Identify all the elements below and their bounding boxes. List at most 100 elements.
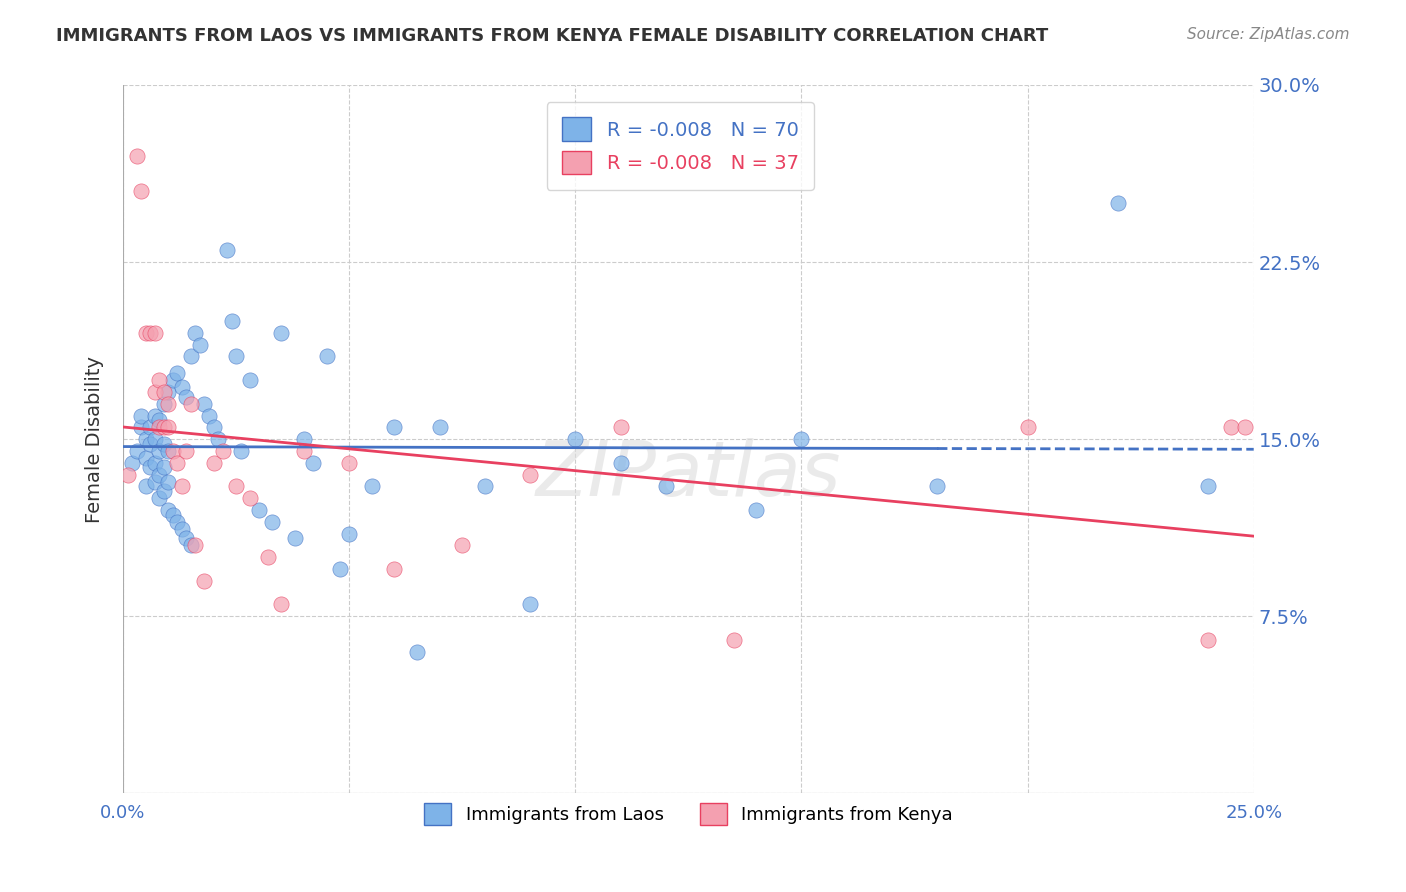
Point xyxy=(180,538,202,552)
Legend: Immigrants from Laos, Immigrants from Kenya: Immigrants from Laos, Immigrants from Ke… xyxy=(415,794,962,834)
Point xyxy=(609,420,631,434)
Point xyxy=(1107,196,1129,211)
Point xyxy=(1198,479,1220,493)
Point xyxy=(221,314,243,328)
Point xyxy=(152,437,174,451)
Point xyxy=(166,515,188,529)
Point xyxy=(262,515,284,529)
Point xyxy=(184,326,207,340)
Point xyxy=(176,390,198,404)
Point xyxy=(166,366,188,380)
Point xyxy=(152,397,174,411)
Point xyxy=(184,538,207,552)
Point xyxy=(927,479,949,493)
Text: 25.0%: 25.0% xyxy=(1225,805,1282,822)
Point xyxy=(270,598,292,612)
Point xyxy=(148,491,170,505)
Point xyxy=(451,538,474,552)
Point xyxy=(239,491,262,505)
Text: ZIPatlas: ZIPatlas xyxy=(536,438,841,512)
Point xyxy=(148,467,170,482)
Point xyxy=(1220,420,1243,434)
Point xyxy=(143,384,166,399)
Y-axis label: Female Disability: Female Disability xyxy=(86,356,104,523)
Point xyxy=(270,326,292,340)
Point xyxy=(162,508,184,522)
Point xyxy=(170,479,193,493)
Point xyxy=(139,460,162,475)
Point xyxy=(139,437,162,451)
Point xyxy=(609,456,631,470)
Point xyxy=(176,444,198,458)
Point xyxy=(790,432,813,446)
Point xyxy=(564,432,586,446)
Point xyxy=(157,444,180,458)
Point xyxy=(125,444,148,458)
Point xyxy=(198,409,221,423)
Point xyxy=(292,444,315,458)
Point xyxy=(176,531,198,545)
Point xyxy=(148,373,170,387)
Point xyxy=(384,420,406,434)
Point xyxy=(135,450,157,465)
Point xyxy=(188,337,211,351)
Text: Source: ZipAtlas.com: Source: ZipAtlas.com xyxy=(1187,27,1350,42)
Point xyxy=(139,420,162,434)
Point xyxy=(193,397,215,411)
Point xyxy=(217,244,239,258)
Point xyxy=(655,479,678,493)
Point xyxy=(384,562,406,576)
Point xyxy=(247,503,270,517)
Point xyxy=(162,373,184,387)
Point xyxy=(157,420,180,434)
Point xyxy=(121,456,143,470)
Point xyxy=(170,380,193,394)
Point xyxy=(225,350,247,364)
Point xyxy=(315,350,337,364)
Point xyxy=(1233,420,1256,434)
Point xyxy=(157,384,180,399)
Point xyxy=(239,373,262,387)
Point xyxy=(143,456,166,470)
Point xyxy=(148,413,170,427)
Point xyxy=(162,444,184,458)
Point xyxy=(152,384,174,399)
Point xyxy=(207,432,229,446)
Text: 0.0%: 0.0% xyxy=(100,805,146,822)
Point xyxy=(166,456,188,470)
Point xyxy=(337,456,360,470)
Point xyxy=(135,432,157,446)
Point xyxy=(256,550,278,565)
Point xyxy=(211,444,233,458)
Point xyxy=(125,149,148,163)
Text: IMMIGRANTS FROM LAOS VS IMMIGRANTS FROM KENYA FEMALE DISABILITY CORRELATION CHAR: IMMIGRANTS FROM LAOS VS IMMIGRANTS FROM … xyxy=(56,27,1049,45)
Point xyxy=(302,456,325,470)
Point xyxy=(143,432,166,446)
Point xyxy=(170,522,193,536)
Point xyxy=(152,420,174,434)
Point xyxy=(135,479,157,493)
Point xyxy=(745,503,768,517)
Point xyxy=(284,531,307,545)
Point xyxy=(129,409,152,423)
Point xyxy=(157,503,180,517)
Point xyxy=(143,326,166,340)
Point xyxy=(202,456,225,470)
Point xyxy=(519,598,541,612)
Point xyxy=(337,526,360,541)
Point xyxy=(202,420,225,434)
Point xyxy=(143,409,166,423)
Point xyxy=(1198,632,1220,647)
Point xyxy=(292,432,315,446)
Point xyxy=(152,460,174,475)
Point xyxy=(152,484,174,499)
Point xyxy=(180,397,202,411)
Point xyxy=(406,645,429,659)
Point xyxy=(135,326,157,340)
Point xyxy=(143,475,166,489)
Point xyxy=(329,562,352,576)
Point xyxy=(360,479,382,493)
Point xyxy=(129,420,152,434)
Point xyxy=(148,444,170,458)
Point xyxy=(225,479,247,493)
